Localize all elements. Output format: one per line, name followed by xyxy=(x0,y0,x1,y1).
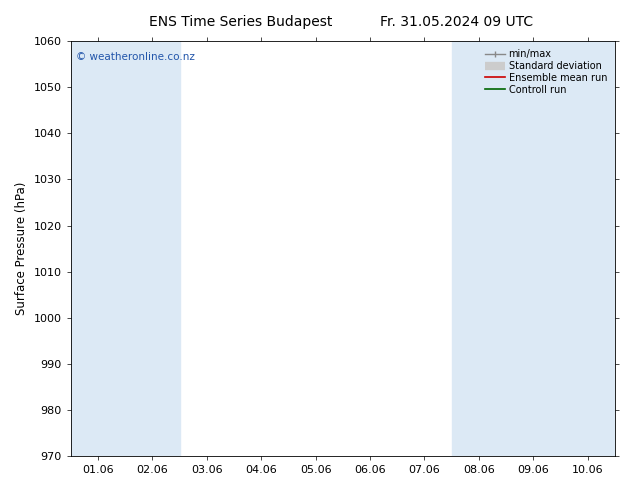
Y-axis label: Surface Pressure (hPa): Surface Pressure (hPa) xyxy=(15,182,28,315)
Bar xyxy=(451,41,506,456)
Text: © weatheronline.co.nz: © weatheronline.co.nz xyxy=(76,51,195,62)
Bar xyxy=(71,41,125,456)
Bar xyxy=(560,41,615,456)
Bar xyxy=(506,41,560,456)
Text: Fr. 31.05.2024 09 UTC: Fr. 31.05.2024 09 UTC xyxy=(380,15,533,29)
Text: ENS Time Series Budapest: ENS Time Series Budapest xyxy=(149,15,333,29)
Legend: min/max, Standard deviation, Ensemble mean run, Controll run: min/max, Standard deviation, Ensemble me… xyxy=(482,46,610,98)
Bar xyxy=(125,41,179,456)
